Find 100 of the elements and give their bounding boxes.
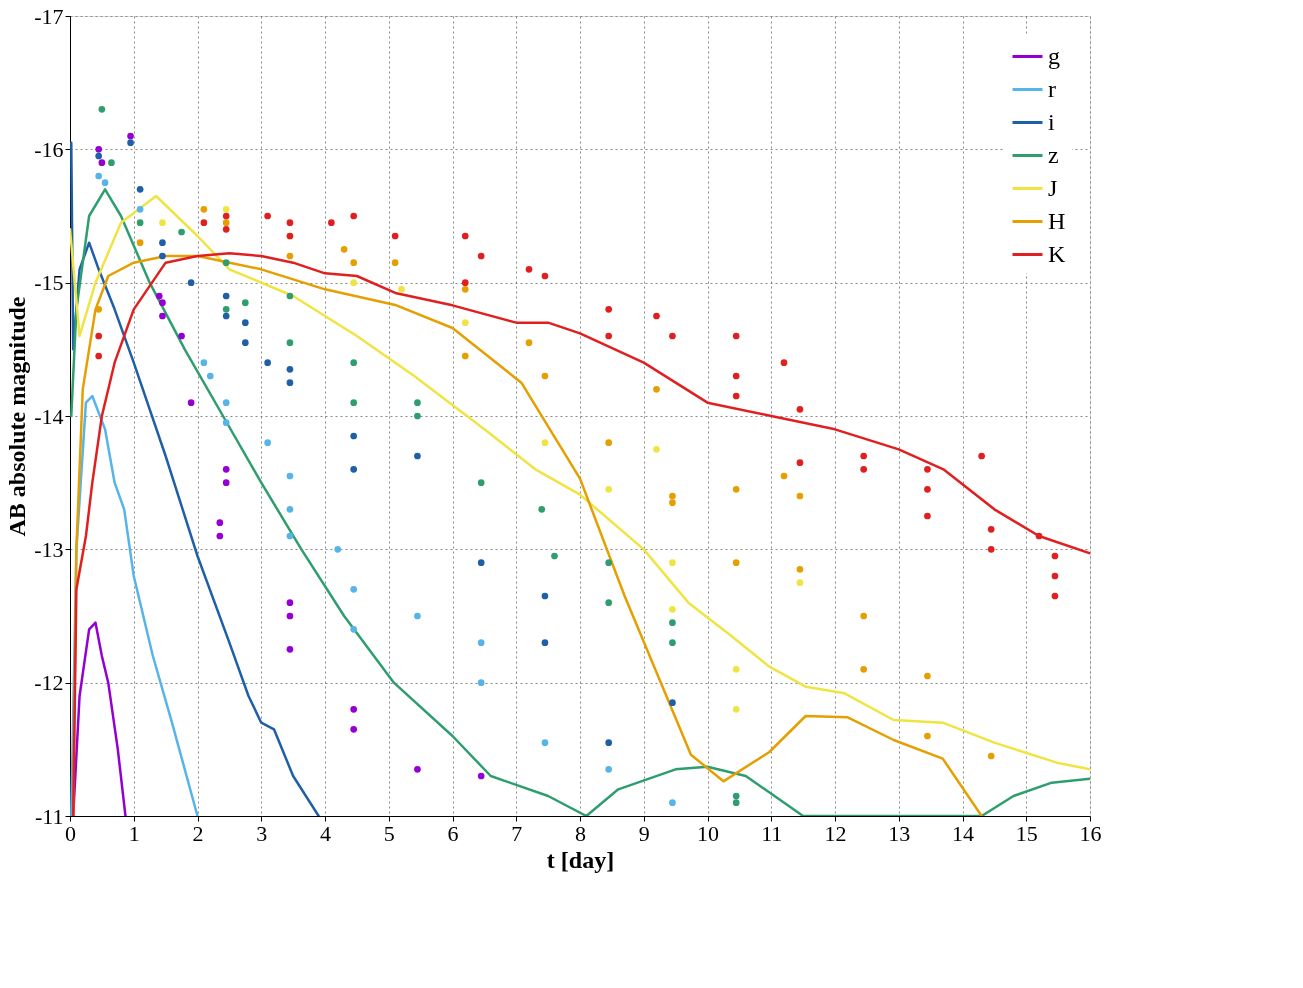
legend-label: g	[1048, 42, 1060, 69]
point	[222, 212, 230, 220]
point	[732, 792, 740, 800]
y-axis-title: AB absolute magnitude	[4, 296, 31, 537]
point	[796, 405, 804, 413]
point	[159, 312, 166, 320]
point	[222, 465, 230, 473]
point	[187, 399, 195, 407]
point	[206, 372, 214, 380]
point	[264, 212, 271, 220]
point	[732, 372, 740, 380]
point	[222, 479, 230, 487]
point	[605, 305, 613, 313]
point	[605, 559, 613, 567]
point	[95, 145, 103, 153]
x-tick-label: 7	[511, 820, 523, 846]
point	[127, 139, 134, 147]
point	[286, 365, 294, 373]
point	[541, 439, 549, 447]
point	[95, 352, 103, 360]
point	[796, 579, 804, 587]
point	[414, 412, 421, 420]
point	[222, 225, 230, 233]
point	[477, 679, 485, 687]
point	[732, 705, 740, 713]
line-series	[71, 621, 127, 816]
point	[286, 505, 294, 513]
x-tick-label: 1	[128, 820, 140, 846]
point	[780, 359, 788, 367]
point	[136, 219, 144, 227]
legend-label: i	[1048, 108, 1055, 135]
point	[461, 352, 469, 360]
point	[461, 232, 469, 240]
point	[669, 639, 676, 647]
point	[391, 259, 399, 267]
point	[286, 379, 294, 387]
point	[796, 459, 804, 467]
point	[525, 265, 533, 273]
point	[155, 292, 163, 300]
point	[732, 485, 740, 493]
point	[796, 565, 804, 573]
point	[286, 612, 294, 620]
point	[669, 605, 676, 613]
point	[732, 665, 740, 673]
point	[924, 672, 931, 680]
point	[241, 339, 249, 347]
point	[605, 739, 613, 747]
point	[860, 612, 868, 620]
point	[222, 205, 230, 213]
point	[350, 625, 358, 633]
point	[653, 445, 660, 453]
point	[477, 639, 485, 647]
x-tick-label: 3	[256, 820, 268, 846]
point	[732, 332, 740, 340]
point	[241, 319, 249, 327]
point	[669, 799, 676, 807]
point	[328, 219, 335, 227]
point	[178, 228, 185, 236]
point	[136, 239, 144, 247]
point	[286, 292, 294, 300]
point	[1051, 572, 1059, 580]
y-tick-label: -14	[34, 403, 64, 429]
point	[987, 752, 995, 760]
point	[414, 612, 421, 620]
point	[732, 392, 740, 400]
point	[264, 439, 271, 447]
x-axis-title: t [day]	[546, 846, 615, 873]
point	[222, 419, 230, 427]
point	[398, 285, 405, 293]
point	[669, 499, 676, 507]
legend-label: r	[1048, 75, 1056, 102]
point	[222, 399, 230, 407]
point	[178, 332, 185, 340]
point	[286, 645, 294, 653]
point	[286, 252, 294, 260]
point	[127, 132, 134, 140]
point	[187, 279, 195, 287]
point	[477, 252, 485, 260]
y-tick-label: -13	[34, 536, 64, 562]
x-tick-label: 12	[824, 820, 847, 846]
point	[95, 152, 103, 160]
point	[391, 232, 399, 240]
point	[541, 272, 549, 280]
point	[538, 505, 546, 513]
x-tick-label: 11	[761, 820, 783, 846]
legend-label: K	[1048, 240, 1066, 267]
point	[551, 552, 558, 560]
x-tick-label: 9	[638, 820, 650, 846]
point	[264, 359, 271, 367]
x-tick-label: 8	[575, 820, 586, 846]
y-tick-label: -16	[34, 136, 64, 162]
point	[461, 285, 469, 293]
x-tick-label: 10	[697, 820, 719, 846]
point	[924, 732, 931, 740]
point	[350, 259, 358, 267]
point	[924, 465, 931, 473]
point	[98, 159, 106, 167]
point	[1035, 532, 1043, 540]
point	[461, 319, 469, 327]
point	[732, 559, 740, 567]
